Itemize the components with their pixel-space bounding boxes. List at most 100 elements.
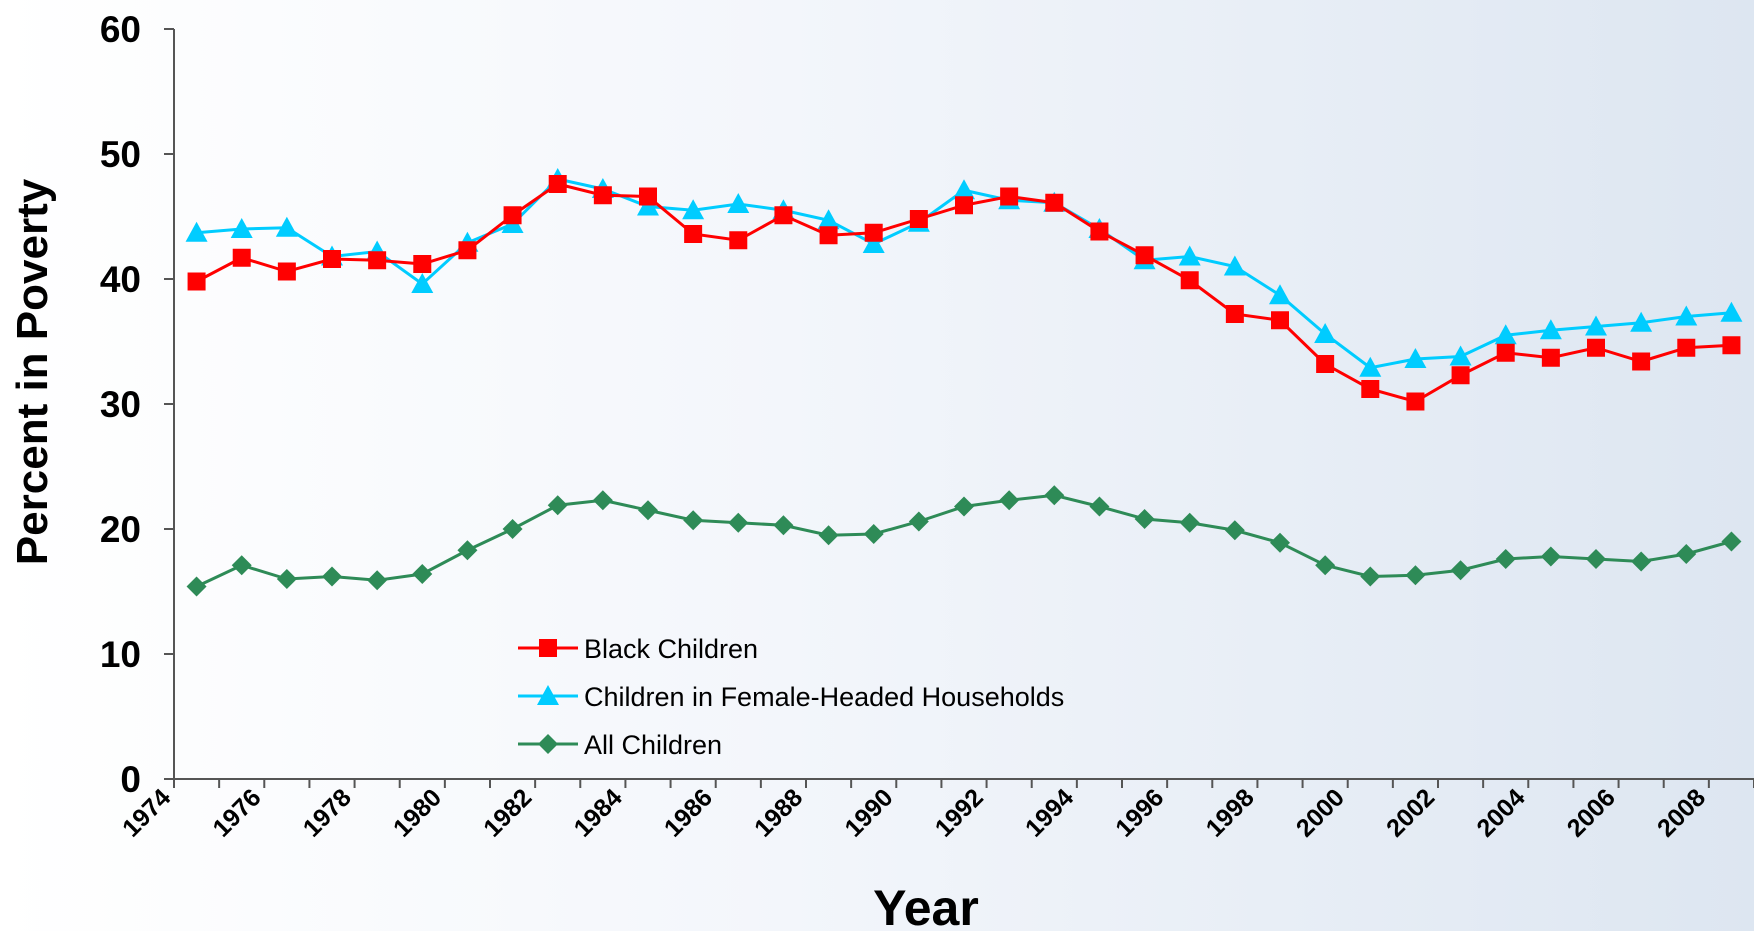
data-point bbox=[1134, 509, 1155, 529]
data-point bbox=[1224, 520, 1245, 541]
x-tick-label: 1978 bbox=[298, 783, 357, 842]
x-tick-label: 2006 bbox=[1562, 783, 1621, 842]
data-point bbox=[773, 515, 794, 536]
data-point bbox=[729, 231, 748, 250]
data-point bbox=[1540, 546, 1561, 567]
x-tick-label: 1994 bbox=[1020, 783, 1079, 842]
data-point bbox=[955, 196, 973, 215]
data-point bbox=[1406, 392, 1425, 411]
data-point bbox=[1090, 222, 1109, 241]
y-tick-label: 20 bbox=[100, 509, 141, 550]
data-point bbox=[1496, 343, 1515, 362]
data-point bbox=[187, 272, 206, 291]
data-point bbox=[186, 576, 207, 597]
series-0 bbox=[187, 175, 1741, 411]
data-point bbox=[818, 525, 839, 546]
data-point bbox=[547, 495, 568, 516]
data-point bbox=[413, 255, 432, 273]
data-point bbox=[1541, 348, 1560, 367]
data-point bbox=[1586, 549, 1606, 569]
data-point bbox=[275, 216, 298, 237]
data-point bbox=[1225, 305, 1244, 323]
data-point bbox=[863, 524, 884, 544]
data-point bbox=[411, 273, 434, 293]
data-point bbox=[1360, 566, 1381, 587]
data-point bbox=[1585, 315, 1607, 336]
data-point bbox=[502, 519, 523, 539]
data-point bbox=[1269, 284, 1291, 305]
y-axis-ticks: 0 10 20 30 40 50 60 bbox=[100, 9, 174, 800]
data-point bbox=[1495, 549, 1516, 569]
data-point bbox=[1135, 246, 1154, 265]
data-point bbox=[682, 199, 705, 220]
data-point bbox=[1404, 348, 1427, 368]
data-point bbox=[503, 206, 522, 225]
data-point bbox=[1450, 560, 1471, 581]
data-point bbox=[367, 570, 388, 591]
data-point bbox=[909, 210, 928, 228]
data-point bbox=[817, 209, 840, 230]
x-tick-label: 1986 bbox=[659, 783, 718, 842]
legend-label: All Children bbox=[584, 730, 722, 760]
data-point bbox=[276, 569, 297, 589]
data-point bbox=[1316, 355, 1335, 373]
data-point bbox=[277, 262, 296, 281]
data-point bbox=[908, 511, 929, 532]
data-point bbox=[864, 223, 883, 242]
data-point bbox=[1271, 311, 1289, 330]
data-point bbox=[548, 175, 567, 193]
data-point bbox=[1000, 187, 1019, 206]
data-point bbox=[593, 186, 612, 205]
data-point bbox=[1314, 323, 1337, 343]
data-point bbox=[1359, 356, 1382, 377]
data-point bbox=[953, 179, 975, 200]
data-point bbox=[1045, 193, 1064, 212]
legend-marker bbox=[539, 639, 557, 657]
y-tick-label: 40 bbox=[100, 259, 141, 300]
x-tick-label: 1980 bbox=[388, 783, 447, 842]
data-point bbox=[1539, 319, 1562, 340]
data-point bbox=[684, 225, 703, 243]
data-point bbox=[231, 555, 252, 576]
y-tick-label: 30 bbox=[100, 384, 141, 425]
data-point bbox=[1361, 380, 1380, 398]
data-point bbox=[1449, 345, 1472, 366]
x-tick-label: 2004 bbox=[1471, 783, 1530, 842]
data-point bbox=[1676, 544, 1697, 564]
data-point bbox=[862, 233, 885, 253]
legend-label: Children in Female-Headed Households bbox=[584, 682, 1064, 712]
x-tick-label: 1976 bbox=[207, 783, 266, 842]
data-point bbox=[230, 218, 253, 238]
legend-marker bbox=[537, 685, 559, 705]
x-tick-label: 1984 bbox=[569, 783, 628, 842]
data-point bbox=[999, 490, 1020, 511]
data-point bbox=[458, 241, 477, 260]
y-tick-label: 60 bbox=[100, 9, 141, 50]
data-point bbox=[323, 250, 341, 268]
data-point bbox=[185, 221, 208, 242]
data-point bbox=[1044, 485, 1065, 506]
y-axis-title: Percent in Poverty bbox=[8, 178, 57, 565]
data-point bbox=[368, 251, 387, 270]
data-point bbox=[1223, 255, 1246, 276]
x-tick-label: 1998 bbox=[1201, 783, 1260, 842]
axes bbox=[173, 29, 1754, 780]
x-tick-label: 1988 bbox=[749, 783, 808, 842]
x-tick-label: 2000 bbox=[1291, 783, 1350, 842]
data-point bbox=[412, 564, 433, 584]
legend: Black Children Children in Female-Headed … bbox=[518, 634, 1064, 760]
data-point bbox=[639, 187, 657, 206]
legend-marker bbox=[538, 734, 558, 754]
x-tick-label: 2002 bbox=[1381, 783, 1440, 842]
data-point bbox=[1631, 551, 1652, 572]
x-axis-ticks: 1974 1976 1978 1980 1982 1984 1986 1988 1990 1992… bbox=[117, 779, 1754, 843]
series-2 bbox=[186, 485, 1742, 597]
data-point bbox=[1179, 512, 1200, 533]
data-point bbox=[232, 248, 251, 267]
data-point bbox=[592, 490, 613, 511]
series-group bbox=[185, 168, 1743, 597]
data-point bbox=[1720, 301, 1743, 322]
data-point bbox=[1270, 532, 1290, 553]
data-point bbox=[1089, 496, 1110, 517]
